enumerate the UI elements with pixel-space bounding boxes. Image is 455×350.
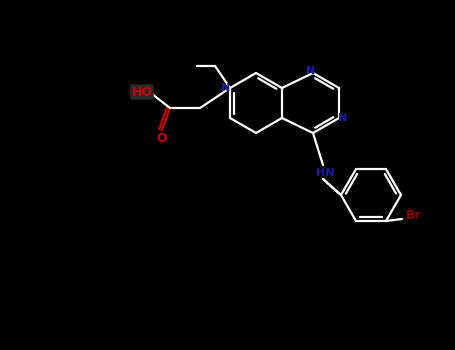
Text: O: O: [157, 132, 167, 145]
Text: N: N: [339, 113, 348, 123]
Text: HN: HN: [316, 168, 334, 178]
Text: N: N: [306, 66, 316, 76]
Text: HO: HO: [131, 85, 152, 98]
Text: N: N: [222, 83, 231, 93]
Text: Br: Br: [406, 210, 422, 223]
